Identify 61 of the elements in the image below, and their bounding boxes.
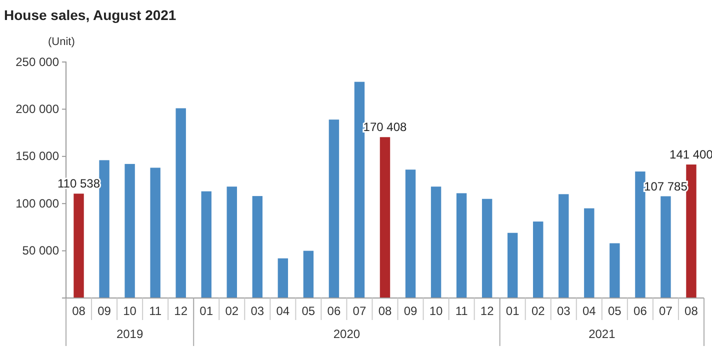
x-tick-label: 12: [174, 304, 188, 318]
text: 2020: [333, 327, 360, 341]
x-tick-label: 03: [556, 304, 571, 318]
x-tick-label: 08: [72, 304, 86, 318]
x-tick-label: 07: [659, 304, 673, 318]
bar: [456, 193, 467, 298]
text: 2019: [116, 327, 144, 341]
bar: [303, 250, 314, 298]
x-tick-label: 11: [455, 304, 468, 318]
y-tick-label: 50 000: [22, 244, 60, 258]
text: 2021: [588, 327, 616, 341]
bar: [635, 172, 646, 298]
bar: [354, 82, 365, 298]
x-tick-label: 02: [531, 304, 546, 318]
y-axis-title: (Unit): [48, 36, 75, 48]
bar: [252, 196, 263, 298]
x-tick-label: 09: [404, 304, 418, 318]
x-tick-label: 05: [302, 304, 316, 318]
x-tick-label: 06: [634, 304, 648, 318]
bar: [150, 168, 160, 298]
x-tick-label: 10: [429, 304, 444, 318]
x-tick-label: 08: [378, 304, 392, 318]
bar: [610, 243, 620, 298]
bar: [99, 160, 110, 298]
x-tick-label: 11: [149, 304, 162, 318]
bar: [278, 258, 288, 298]
x-tick-label: 04: [582, 304, 596, 318]
x-tick-label: 03: [250, 304, 264, 318]
bar: [380, 137, 390, 298]
bar: [201, 191, 212, 298]
x-tick-label: 07: [352, 304, 366, 318]
bar: [405, 170, 416, 298]
y-tick-label: 250 000: [16, 54, 60, 69]
x-tick-label: 08: [684, 304, 698, 318]
x-tick-label: 04: [276, 304, 290, 318]
x-tick-label: 01: [200, 304, 214, 318]
y-tick-label: 200 000: [16, 102, 60, 116]
x-tick-label: 09: [98, 304, 112, 318]
bar: [124, 164, 135, 298]
x-tick-label: 01: [506, 304, 520, 318]
bar: [584, 208, 594, 298]
bar: [226, 186, 237, 298]
y-tick-label: 100 000: [16, 196, 60, 210]
bar: [507, 232, 518, 298]
x-tick-label: 10: [123, 304, 137, 318]
bar: [558, 194, 569, 298]
x-tick-label: 05: [608, 304, 622, 318]
y-tick-label: 150 000: [16, 149, 60, 164]
bar: [328, 120, 340, 298]
bar: [482, 198, 492, 298]
bar: [74, 194, 84, 298]
bar: [686, 164, 696, 298]
bar: [533, 222, 544, 298]
bar: [176, 108, 186, 298]
x-tick-label: 06: [327, 304, 341, 318]
bar: [430, 186, 442, 298]
data-label: 110 538: [58, 176, 100, 191]
bar: [660, 196, 671, 298]
x-tick-label: 12: [480, 304, 494, 318]
x-tick-label: 02: [225, 304, 239, 318]
chart-title: House sales, August 2021: [4, 7, 176, 23]
